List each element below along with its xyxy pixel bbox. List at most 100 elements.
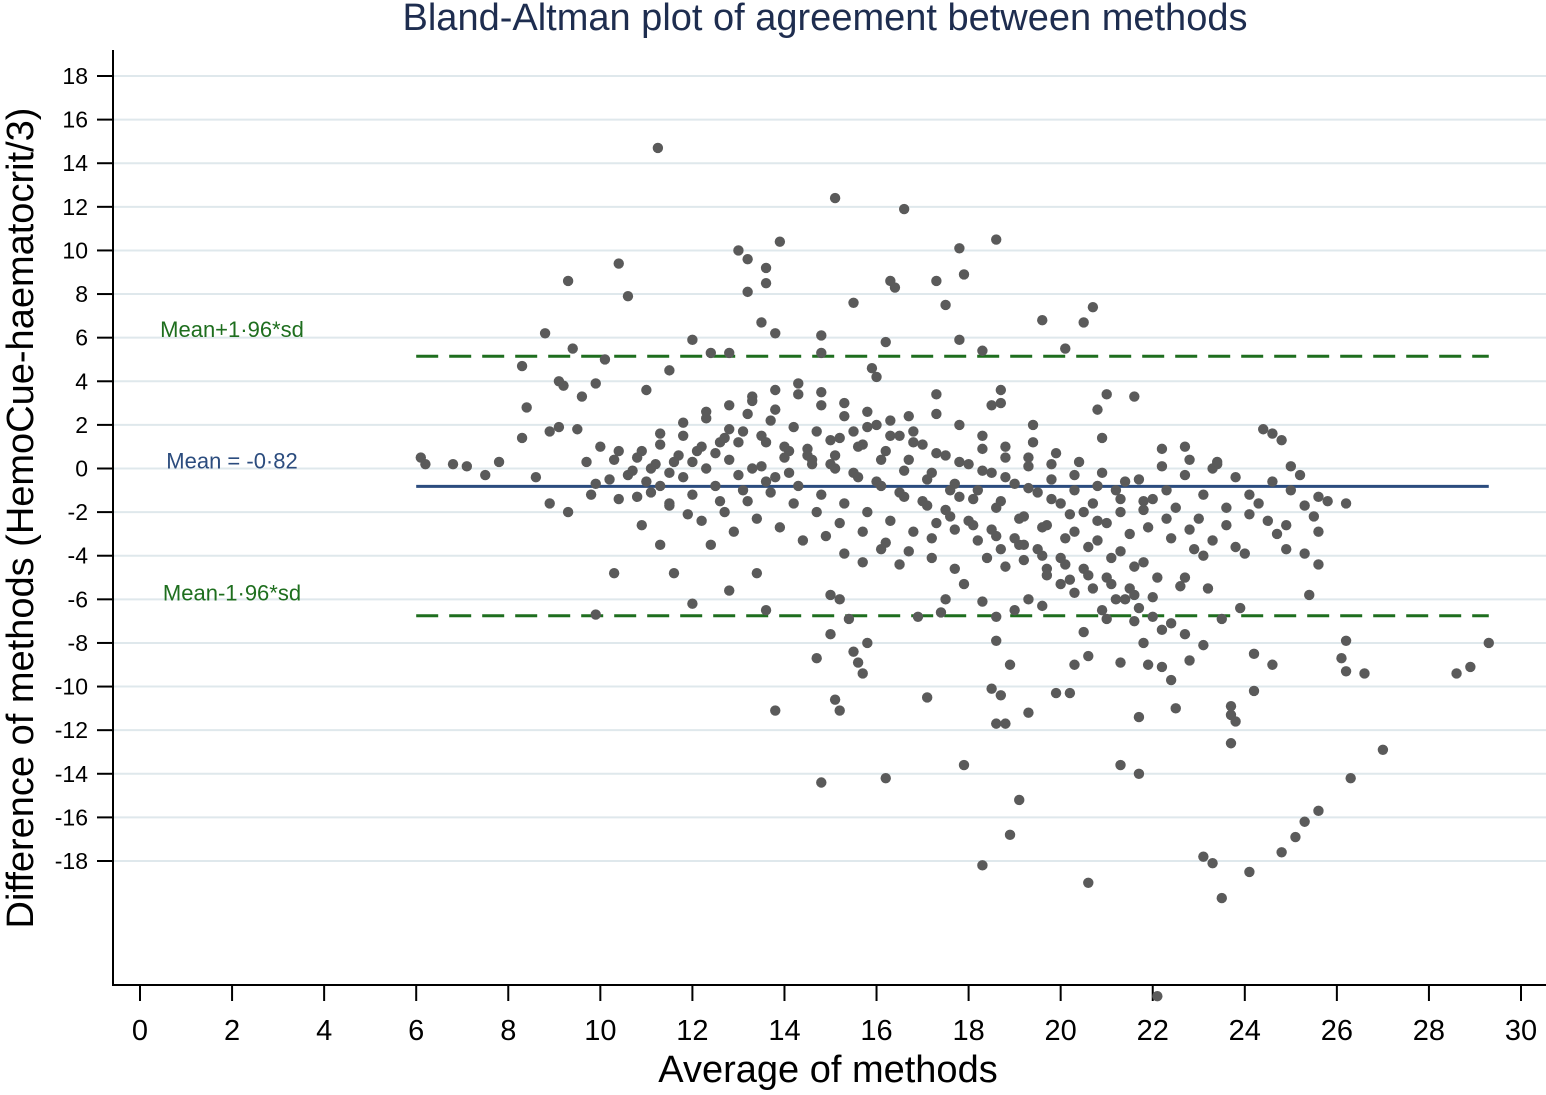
data-point (654, 539, 666, 551)
data-point (1184, 454, 1195, 465)
data-point (760, 437, 772, 448)
data-point (1276, 434, 1287, 446)
x-tick-label: 10 (584, 1015, 616, 1047)
data-point (793, 389, 804, 400)
data-point (544, 426, 555, 437)
data-point (1313, 805, 1324, 817)
data-point (903, 410, 914, 422)
data-point (1037, 600, 1048, 612)
data-point (1152, 990, 1163, 1002)
x-tick-label: 14 (768, 1015, 800, 1047)
y-tick-label: 6 (75, 325, 88, 351)
data-point (862, 421, 873, 433)
data-point (903, 454, 914, 465)
y-tick-label: -8 (68, 630, 88, 656)
data-point (788, 498, 799, 509)
data-point (1023, 461, 1034, 472)
data-point (710, 448, 721, 459)
data-point (991, 502, 1002, 513)
data-point (940, 299, 951, 311)
data-point (756, 317, 767, 328)
data-point (871, 419, 882, 431)
data-point (576, 391, 588, 402)
data-point (493, 456, 505, 468)
data-point (829, 694, 841, 705)
data-point (829, 463, 841, 474)
data-point (567, 343, 578, 354)
data-point (687, 456, 698, 468)
data-point (820, 530, 832, 542)
data-point (1216, 892, 1227, 904)
data-point (1308, 511, 1320, 522)
data-point (599, 354, 611, 365)
data-point (1244, 866, 1255, 878)
data-point (1299, 548, 1310, 559)
data-point (677, 472, 689, 483)
data-point (1239, 548, 1251, 559)
data-point (668, 567, 680, 579)
data-point (544, 498, 555, 509)
data-point (622, 291, 634, 302)
data-point (1110, 485, 1122, 496)
data-point (742, 286, 753, 298)
data-point (691, 445, 703, 457)
data-point (1142, 659, 1154, 670)
data-point (1345, 772, 1356, 784)
data-point (1179, 572, 1191, 583)
data-point (866, 362, 878, 374)
data-point (816, 330, 827, 341)
reference-line-label: Mean+1·96*sd (160, 317, 304, 342)
data-point (1225, 709, 1237, 721)
data-point (1041, 563, 1053, 575)
data-point (1142, 522, 1154, 533)
data-point (1004, 829, 1016, 841)
data-point (931, 275, 942, 287)
data-point (1000, 718, 1011, 729)
data-point (816, 400, 827, 411)
data-point (1253, 498, 1264, 509)
data-point (1138, 496, 1149, 507)
data-point (991, 718, 1002, 729)
data-point (1281, 543, 1292, 555)
data-point (1267, 428, 1278, 439)
data-point (1133, 602, 1145, 614)
data-point (1165, 618, 1177, 629)
data-point (1060, 343, 1071, 354)
data-point (1014, 513, 1025, 524)
data-point (788, 421, 799, 433)
data-point (825, 629, 836, 640)
reference-line-label: Mean = -0·82 (166, 448, 297, 473)
data-point (958, 578, 970, 590)
x-tick-label: 16 (860, 1015, 892, 1047)
data-point (875, 480, 887, 492)
data-point (737, 426, 749, 437)
data-point (885, 515, 896, 527)
data-point (1000, 472, 1011, 483)
data-point (1198, 550, 1209, 561)
data-point (1092, 535, 1103, 546)
data-point (995, 690, 1007, 701)
data-point (1055, 578, 1066, 590)
data-point (1133, 474, 1145, 485)
data-point (843, 613, 855, 625)
data-point (977, 430, 988, 441)
data-point (958, 759, 970, 771)
data-point (765, 487, 776, 498)
data-point (539, 328, 551, 339)
data-point (1244, 489, 1255, 500)
x-tick-label: 24 (1229, 1015, 1261, 1047)
data-point (1138, 504, 1149, 516)
data-point (995, 543, 1007, 555)
data-point (852, 472, 864, 483)
data-point (1027, 437, 1039, 448)
data-point (733, 469, 744, 481)
data-point (931, 448, 942, 459)
data-point (991, 234, 1002, 245)
data-point (1073, 456, 1085, 468)
data-point (1267, 659, 1278, 670)
y-tick-label: 8 (75, 281, 88, 307)
data-point (760, 262, 772, 274)
data-point (862, 637, 873, 649)
data-point (816, 777, 827, 788)
data-point (944, 485, 956, 496)
